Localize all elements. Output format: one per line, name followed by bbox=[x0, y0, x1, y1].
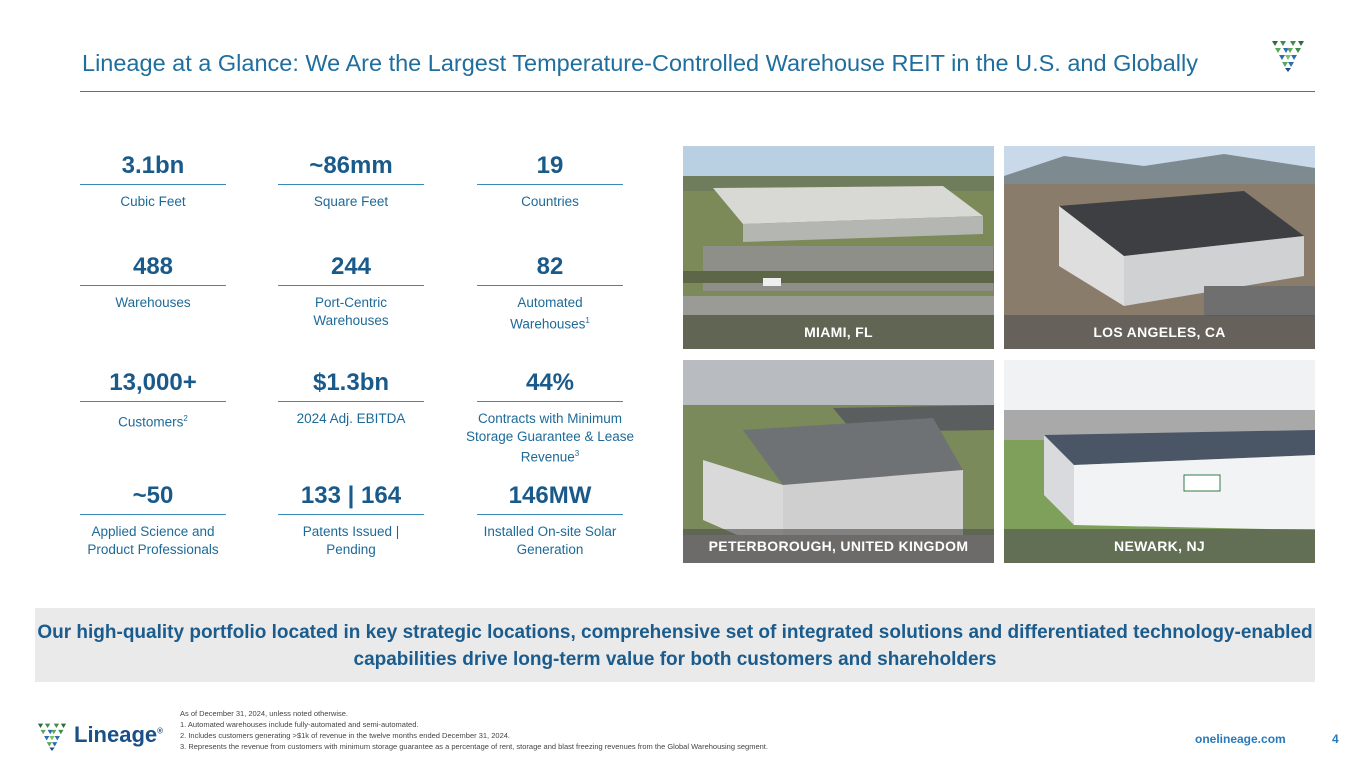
stat-label-text: Automated Warehouses bbox=[510, 295, 586, 331]
stat-contracts: 44% Contracts with Minimum Storage Guara… bbox=[456, 367, 644, 466]
stat-value: 13,000+ bbox=[109, 369, 197, 396]
photo-los-angeles: LOS ANGELES, CA bbox=[1004, 146, 1315, 349]
stat-divider bbox=[477, 184, 623, 185]
stat-label: Applied Science and Product Professional… bbox=[87, 524, 219, 557]
stat-label: Contracts with Minimum Storage Guarantee… bbox=[456, 410, 644, 466]
stat-professionals: ~50 Applied Science and Product Professi… bbox=[69, 480, 237, 558]
stat-label: Square Feet bbox=[313, 194, 389, 209]
footnote-marker: 3 bbox=[574, 449, 580, 458]
page-number: 4 bbox=[1332, 732, 1339, 746]
stat-divider bbox=[80, 401, 226, 402]
stat-warehouses: 488 Warehouses bbox=[79, 251, 227, 312]
lineage-wordmark: Lineage® bbox=[74, 722, 163, 748]
lineage-logo-icon bbox=[1272, 41, 1304, 72]
photo-caption: PETERBOROUGH, UNITED KINGDOM bbox=[683, 529, 994, 563]
stat-divider bbox=[278, 401, 424, 402]
stat-label-text: Contracts with Minimum Storage Guarantee… bbox=[465, 411, 635, 465]
photo-caption: NEWARK, NJ bbox=[1004, 529, 1315, 563]
stat-value: $1.3bn bbox=[312, 369, 390, 396]
footnote-line: 1. Automated warehouses include fully-au… bbox=[180, 720, 419, 729]
summary-banner: Our high-quality portfolio located in ke… bbox=[35, 608, 1315, 682]
photo-newark: NEWARK, NJ bbox=[1004, 360, 1315, 563]
stat-value: 244 bbox=[330, 253, 372, 280]
stat-divider bbox=[278, 514, 424, 515]
stat-divider bbox=[80, 184, 226, 185]
stat-label: Customers2 bbox=[79, 410, 227, 431]
photo-caption: LOS ANGELES, CA bbox=[1004, 315, 1315, 349]
footnote-line: As of December 31, 2024, unless noted ot… bbox=[180, 709, 349, 718]
stat-value: 44% bbox=[525, 369, 575, 396]
stat-label: Patents Issued | Pending bbox=[302, 524, 400, 557]
stat-label: 2024 Adj. EBITDA bbox=[296, 411, 406, 426]
stat-solar: 146MW Installed On-site Solar Generation bbox=[476, 480, 624, 558]
stat-divider bbox=[278, 184, 424, 185]
title-divider bbox=[80, 91, 1315, 92]
footnote-line: 2. Includes customers generating >$1k of… bbox=[180, 731, 510, 740]
registered-mark: ® bbox=[157, 726, 164, 736]
stat-port-centric: 244 Port-Centric Warehouses bbox=[277, 251, 425, 329]
stat-countries: 19 Countries bbox=[476, 150, 624, 211]
stat-value: 146MW bbox=[508, 482, 592, 509]
footnote-marker: 1 bbox=[585, 315, 590, 325]
stat-divider bbox=[80, 285, 226, 286]
stat-value: 3.1bn bbox=[121, 152, 185, 179]
stat-label: Automated Warehouses1 bbox=[476, 294, 624, 333]
stat-value: 19 bbox=[536, 152, 564, 179]
stat-divider bbox=[80, 514, 226, 515]
stat-label: Port-Centric Warehouses bbox=[313, 295, 389, 328]
stat-label-text: Customers bbox=[118, 414, 184, 430]
wordmark-text: Lineage bbox=[74, 722, 158, 747]
photo-caption: MIAMI, FL bbox=[683, 315, 994, 349]
stat-square-feet: ~86mm Square Feet bbox=[277, 150, 425, 211]
footnote-line: 3. Represents the revenue from customers… bbox=[180, 742, 768, 751]
stat-label: Installed On-site Solar Generation bbox=[483, 524, 617, 557]
stat-divider bbox=[278, 285, 424, 286]
stat-divider bbox=[477, 514, 623, 515]
stat-divider bbox=[477, 285, 623, 286]
stat-cubic-feet: 3.1bn Cubic Feet bbox=[79, 150, 227, 211]
stat-ebitda: $1.3bn 2024 Adj. EBITDA bbox=[277, 367, 425, 428]
page-title: Lineage at a Glance: We Are the Largest … bbox=[82, 50, 1198, 76]
stat-divider bbox=[477, 401, 623, 402]
warehouse-photo-miami bbox=[683, 146, 994, 349]
stat-value: 82 bbox=[536, 253, 564, 280]
photo-peterborough: PETERBOROUGH, UNITED KINGDOM bbox=[683, 360, 994, 563]
lineage-logo-icon bbox=[37, 723, 67, 751]
stat-value: 488 bbox=[132, 253, 174, 280]
stat-value: 133 | 164 bbox=[300, 482, 402, 509]
stat-customers: 13,000+ Customers2 bbox=[79, 367, 227, 431]
stat-automated: 82 Automated Warehouses1 bbox=[476, 251, 624, 333]
photo-miami: MIAMI, FL bbox=[683, 146, 994, 349]
stat-value: ~86mm bbox=[309, 152, 393, 179]
footnote-marker: 2 bbox=[183, 414, 188, 423]
stat-patents: 133 | 164 Patents Issued | Pending bbox=[277, 480, 425, 558]
footnotes: As of December 31, 2024, unless noted ot… bbox=[180, 708, 768, 752]
website-link[interactable]: onelineage.com bbox=[1195, 732, 1286, 746]
stat-label: Cubic Feet bbox=[120, 194, 186, 209]
stat-value: ~50 bbox=[132, 482, 174, 509]
stat-label: Warehouses bbox=[115, 295, 191, 310]
stat-label: Countries bbox=[521, 194, 579, 209]
